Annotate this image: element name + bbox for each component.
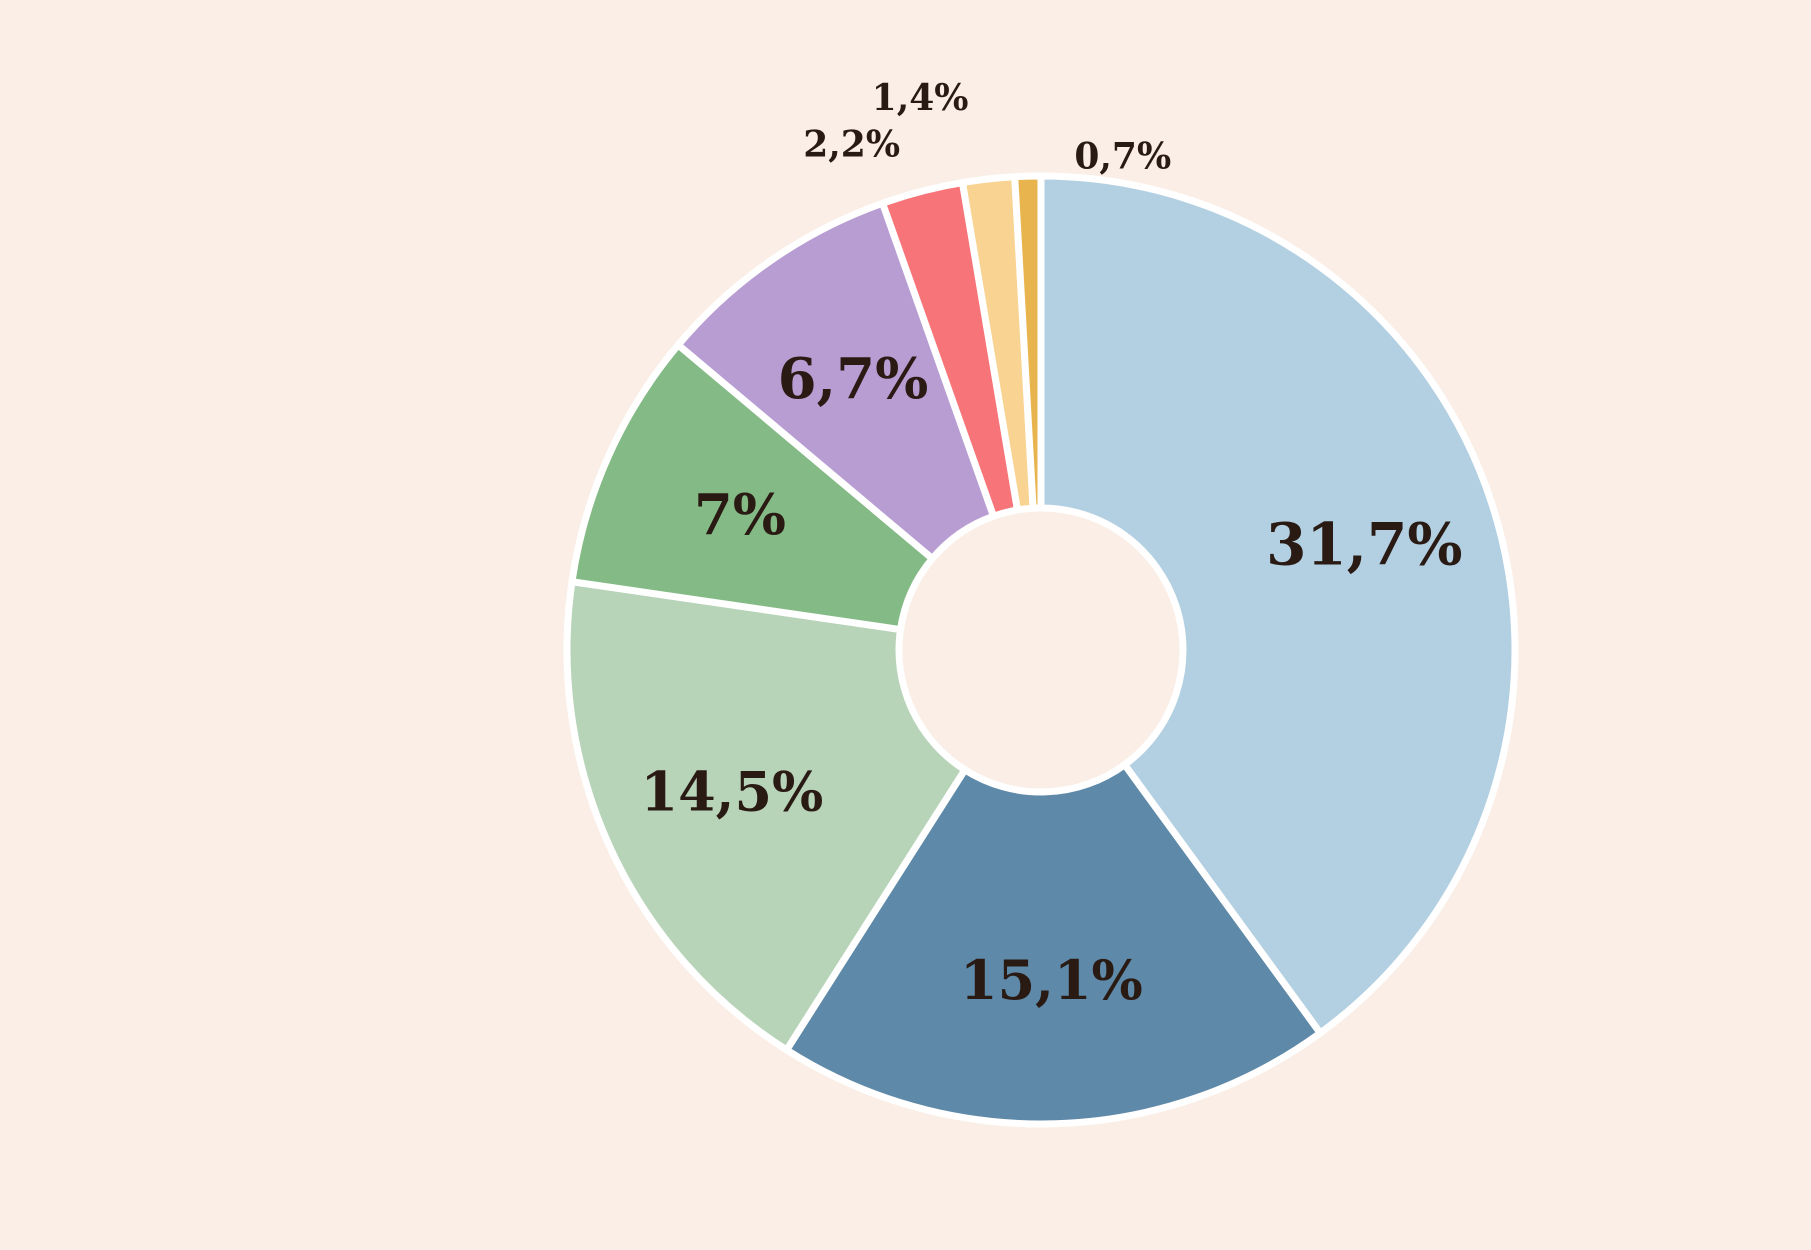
slice-label-1: 31,7% (1266, 511, 1462, 579)
slice-label-8: 0,7% (1074, 136, 1171, 178)
slice-label-6: 2,2% (803, 123, 900, 165)
slice-label-7: 1,4% (872, 77, 969, 119)
pie-slice-3 (563, 578, 969, 1054)
slice-label-4: 7% (694, 482, 786, 548)
slice-group (563, 172, 1519, 1128)
pie-slice-8 (1011, 172, 1045, 512)
slice-label-5: 6,7% (778, 346, 929, 412)
pie-slice-1 (1037, 172, 1519, 1037)
pie-slice-5 (674, 199, 998, 563)
slice-label-2: 15,1% (960, 948, 1143, 1012)
pie-slice-4 (568, 341, 936, 634)
label-group: 31,7% 15,1% 14,5% 7% 6,7% 2,2%1,4% 0,7% (641, 77, 1463, 1012)
slice-label-3: 14,5% (641, 760, 824, 824)
pie-slice-2 (783, 761, 1324, 1128)
